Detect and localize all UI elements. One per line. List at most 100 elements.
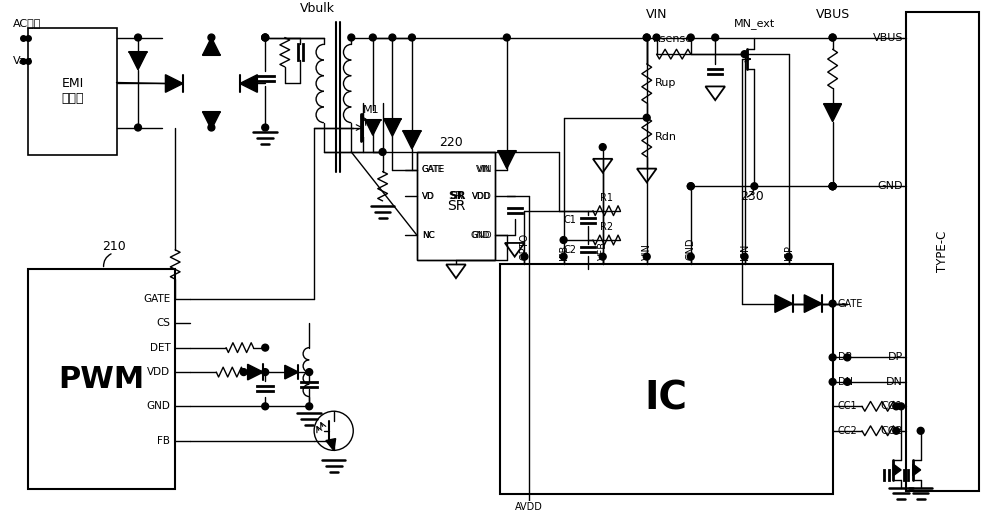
Text: 220: 220 bbox=[439, 136, 463, 148]
Text: DN: DN bbox=[886, 377, 903, 387]
Polygon shape bbox=[775, 295, 793, 312]
Text: Rup: Rup bbox=[655, 78, 676, 89]
Text: TYPE-C: TYPE-C bbox=[936, 231, 949, 272]
Text: GATE: GATE bbox=[838, 298, 863, 309]
Text: VDD: VDD bbox=[147, 367, 170, 377]
Circle shape bbox=[262, 344, 269, 351]
Text: SR: SR bbox=[449, 191, 463, 201]
Text: CS: CS bbox=[156, 318, 170, 328]
Bar bbox=[28, 28, 117, 155]
Circle shape bbox=[369, 34, 376, 41]
Text: 210: 210 bbox=[102, 240, 125, 253]
Circle shape bbox=[560, 237, 567, 243]
Polygon shape bbox=[285, 365, 298, 379]
Text: MN_ext: MN_ext bbox=[734, 18, 775, 29]
Bar bbox=[500, 265, 833, 495]
Text: VIN: VIN bbox=[477, 165, 492, 174]
Text: VBUS: VBUS bbox=[815, 8, 850, 20]
Text: CC1: CC1 bbox=[881, 401, 903, 411]
Text: VDD: VDD bbox=[472, 191, 492, 201]
Bar bbox=[906, 12, 979, 492]
Circle shape bbox=[348, 34, 355, 41]
Text: DN: DN bbox=[838, 377, 853, 387]
Polygon shape bbox=[804, 295, 822, 312]
Text: VIN: VIN bbox=[642, 243, 652, 260]
Circle shape bbox=[741, 253, 748, 260]
Circle shape bbox=[262, 124, 269, 131]
Polygon shape bbox=[248, 364, 263, 380]
Circle shape bbox=[262, 403, 269, 410]
Text: NC: NC bbox=[422, 230, 435, 240]
Circle shape bbox=[208, 124, 215, 131]
Text: FB: FB bbox=[157, 436, 170, 445]
Bar bbox=[28, 269, 175, 489]
Text: EMI
滤波器: EMI 滤波器 bbox=[61, 77, 84, 105]
Text: AC输入: AC输入 bbox=[13, 18, 41, 28]
Polygon shape bbox=[824, 104, 841, 122]
Text: IFB: IFB bbox=[559, 244, 569, 260]
Polygon shape bbox=[893, 464, 901, 476]
Polygon shape bbox=[403, 132, 421, 149]
Text: Rdn: Rdn bbox=[655, 132, 677, 142]
Text: SR: SR bbox=[450, 191, 466, 201]
Circle shape bbox=[893, 403, 900, 410]
Circle shape bbox=[917, 428, 924, 434]
Text: OPTO: OPTO bbox=[519, 232, 529, 260]
Polygon shape bbox=[240, 75, 257, 92]
Text: R2: R2 bbox=[600, 222, 613, 232]
Text: NC: NC bbox=[422, 230, 434, 240]
Circle shape bbox=[893, 428, 900, 434]
Text: R1: R1 bbox=[600, 193, 613, 203]
Text: GND: GND bbox=[146, 401, 170, 411]
Circle shape bbox=[785, 253, 792, 260]
Bar bbox=[417, 152, 495, 260]
Bar bbox=[417, 152, 495, 260]
Text: C1: C1 bbox=[563, 216, 576, 225]
Text: Vac: Vac bbox=[13, 56, 33, 66]
Text: VIN: VIN bbox=[646, 8, 667, 20]
Text: SR: SR bbox=[447, 199, 465, 213]
Circle shape bbox=[643, 253, 650, 260]
Polygon shape bbox=[165, 75, 183, 92]
Circle shape bbox=[829, 183, 836, 189]
Polygon shape bbox=[365, 120, 381, 135]
Circle shape bbox=[898, 403, 905, 410]
Circle shape bbox=[599, 253, 606, 260]
Circle shape bbox=[829, 34, 836, 41]
Circle shape bbox=[643, 114, 650, 121]
Circle shape bbox=[379, 148, 386, 156]
Circle shape bbox=[389, 34, 396, 41]
Circle shape bbox=[829, 300, 836, 307]
Circle shape bbox=[306, 403, 313, 410]
Polygon shape bbox=[384, 119, 401, 136]
Text: VIN: VIN bbox=[476, 165, 490, 174]
Text: ISP: ISP bbox=[784, 245, 794, 260]
Text: M1: M1 bbox=[363, 105, 379, 115]
Text: GATE: GATE bbox=[422, 165, 444, 174]
Text: GATE: GATE bbox=[143, 294, 170, 304]
Circle shape bbox=[829, 183, 836, 189]
Text: IC: IC bbox=[645, 380, 688, 418]
Circle shape bbox=[712, 34, 719, 41]
Text: Rsense: Rsense bbox=[653, 34, 693, 45]
Circle shape bbox=[829, 183, 836, 189]
Text: VBUS: VBUS bbox=[873, 33, 903, 42]
Circle shape bbox=[687, 34, 694, 41]
Circle shape bbox=[599, 144, 606, 151]
Text: CC1: CC1 bbox=[838, 401, 857, 411]
Text: DET: DET bbox=[150, 343, 170, 353]
Circle shape bbox=[829, 378, 836, 386]
Circle shape bbox=[208, 34, 215, 41]
Text: GND: GND bbox=[471, 230, 490, 240]
Circle shape bbox=[503, 34, 510, 41]
Polygon shape bbox=[203, 37, 220, 55]
Text: CC2: CC2 bbox=[838, 426, 857, 436]
Polygon shape bbox=[326, 439, 336, 451]
Circle shape bbox=[643, 34, 650, 41]
Circle shape bbox=[687, 183, 694, 189]
Polygon shape bbox=[498, 151, 516, 168]
Text: AVDD: AVDD bbox=[515, 502, 543, 512]
Circle shape bbox=[240, 369, 247, 375]
Circle shape bbox=[829, 183, 836, 189]
Text: VD: VD bbox=[422, 191, 434, 201]
